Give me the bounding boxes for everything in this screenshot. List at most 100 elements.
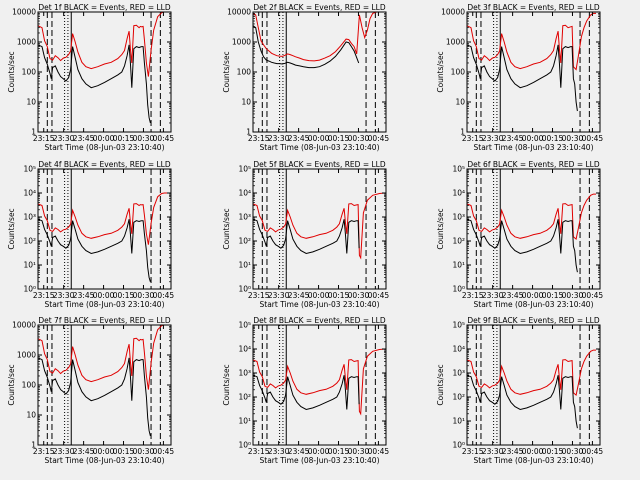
y-axis-label: Counts/sec (222, 51, 231, 92)
lld-series-line (38, 325, 167, 390)
x-tick-label: 23:45 (288, 134, 310, 143)
y-tick-label: 10³ (238, 213, 251, 222)
x-tick-label: 00:30 (348, 134, 370, 143)
x-tick-label: 00:45 (153, 447, 175, 456)
x-tick-label: 23:45 (502, 447, 524, 456)
lld-series-line (253, 348, 385, 416)
chart-panel-4: 10⁰10¹10²10³10⁴10⁵23:1523:3023:4500:0000… (7, 160, 174, 309)
x-axis-label: Start Time (08-Jun-03 23:10:40) (260, 143, 380, 152)
x-axis-label: Start Time (08-Jun-03 23:10:40) (45, 300, 165, 309)
y-axis-label: Counts/sec (436, 51, 445, 92)
x-tick-label: 00:45 (582, 134, 604, 143)
x-tick-label: 00:15 (113, 134, 135, 143)
x-tick-label: 00:15 (328, 134, 350, 143)
x-tick-label: 23:15 (33, 447, 55, 456)
y-tick-label: 10² (452, 237, 465, 246)
x-tick-label: 00:15 (542, 291, 564, 300)
y-tick-label: 100 (22, 381, 37, 390)
y-tick-label: 10000 (12, 321, 36, 330)
y-axis-label: Counts/sec (7, 364, 16, 405)
x-tick-label: 00:00 (93, 134, 115, 143)
x-tick-label: 23:30 (482, 134, 504, 143)
x-tick-label: 00:00 (308, 447, 330, 456)
x-tick-label: 23:30 (268, 134, 290, 143)
x-tick-label: 23:30 (53, 291, 75, 300)
x-tick-label: 23:30 (482, 447, 504, 456)
x-tick-label: 23:45 (288, 291, 310, 300)
x-tick-label: 00:15 (542, 447, 564, 456)
y-tick-label: 10⁴ (238, 345, 251, 354)
y-tick-label: 1000 (446, 38, 465, 47)
plot-frame (252, 168, 387, 290)
events-series-line (38, 44, 151, 124)
x-tick-label: 23:15 (248, 447, 270, 456)
x-tick-label: 00:30 (348, 447, 370, 456)
x-tick-label: 00:15 (113, 291, 135, 300)
y-axis-label: Counts/sec (7, 51, 16, 92)
y-tick-label: 100 (22, 68, 37, 77)
x-tick-label: 23:30 (482, 291, 504, 300)
x-tick-label: 00:30 (133, 447, 155, 456)
y-tick-label: 10 (26, 98, 36, 107)
chart-panel-8: 10⁰10¹10²10³10⁴10⁵23:1523:3023:4500:0000… (222, 316, 389, 465)
y-axis-label: Counts/sec (436, 364, 445, 405)
y-tick-label: 10² (23, 237, 36, 246)
chart-panel-6: 10⁰10¹10²10³10⁴10⁵23:1523:3023:4500:0000… (436, 160, 603, 309)
y-tick-label: 10⁵ (452, 321, 465, 330)
x-tick-label: 23:30 (53, 447, 75, 456)
lld-series-line (467, 349, 596, 397)
x-tick-label: 23:30 (268, 447, 290, 456)
x-tick-label: 23:45 (502, 291, 524, 300)
y-tick-label: 10000 (441, 8, 465, 17)
x-tick-label: 00:30 (562, 447, 584, 456)
x-tick-label: 00:15 (113, 447, 135, 456)
lld-series-line (38, 12, 167, 77)
x-tick-label: 00:45 (368, 291, 390, 300)
y-tick-label: 10⁵ (452, 165, 465, 174)
y-tick-label: 10¹ (452, 261, 465, 270)
x-tick-label: 00:45 (368, 134, 390, 143)
chart-title: Det 4f BLACK = Events, RED = LLD (38, 160, 171, 169)
events-series-line (253, 374, 360, 411)
y-tick-label: 1000 (17, 38, 36, 47)
lld-series-line (253, 192, 385, 260)
chart-panel-5: 10⁰10¹10²10³10⁴10⁵23:1523:3023:4500:0000… (222, 160, 389, 309)
chart-panel-2: 1 10 100 1000 10000 23:1523:3023:4500:0000:15… (222, 3, 389, 152)
y-tick-label: 10⁰ (23, 285, 36, 294)
plot-frame (466, 324, 601, 446)
x-tick-label: 00:30 (348, 291, 370, 300)
x-tick-label: 00:00 (522, 134, 544, 143)
chart-title: Det 7f BLACK = Events, RED = LLD (38, 316, 171, 325)
events-series-line (38, 357, 151, 437)
chart-title: Det 8f BLACK = Events, RED = LLD (253, 316, 386, 325)
x-tick-label: 00:00 (308, 134, 330, 143)
y-tick-label: 10⁵ (23, 165, 36, 174)
x-tick-label: 23:15 (462, 447, 484, 456)
y-tick-label: 10⁰ (452, 285, 465, 294)
x-tick-label: 23:15 (462, 291, 484, 300)
y-tick-label: 10 (241, 98, 251, 107)
chart-title: Det 6f BLACK = Events, RED = LLD (467, 160, 600, 169)
lld-series-line (253, 12, 381, 62)
y-tick-label: 10⁰ (238, 441, 251, 450)
plot-frame (466, 168, 601, 290)
y-axis-label: Counts/sec (222, 208, 231, 249)
y-tick-label: 10² (238, 393, 251, 402)
x-tick-label: 00:30 (133, 291, 155, 300)
y-tick-label: 1 (246, 128, 251, 137)
events-series-line (467, 44, 578, 112)
x-tick-label: 00:45 (368, 447, 390, 456)
x-tick-label: 23:45 (502, 134, 524, 143)
chart-panel-7: 1 10 100 1000 10000 23:1523:3023:4500:0000:15… (7, 316, 174, 465)
events-series-line (467, 374, 578, 429)
y-tick-label: 1 (31, 128, 36, 137)
y-tick-label: 10³ (452, 213, 465, 222)
x-tick-label: 00:45 (153, 291, 175, 300)
x-tick-label: 00:30 (133, 134, 155, 143)
y-tick-label: 10² (452, 393, 465, 402)
x-tick-label: 23:30 (53, 134, 75, 143)
y-tick-label: 100 (451, 68, 466, 77)
x-tick-label: 00:45 (582, 291, 604, 300)
chart-panel-9: 10⁰10¹10²10³10⁴10⁵23:1523:3023:4500:0000… (436, 316, 603, 465)
